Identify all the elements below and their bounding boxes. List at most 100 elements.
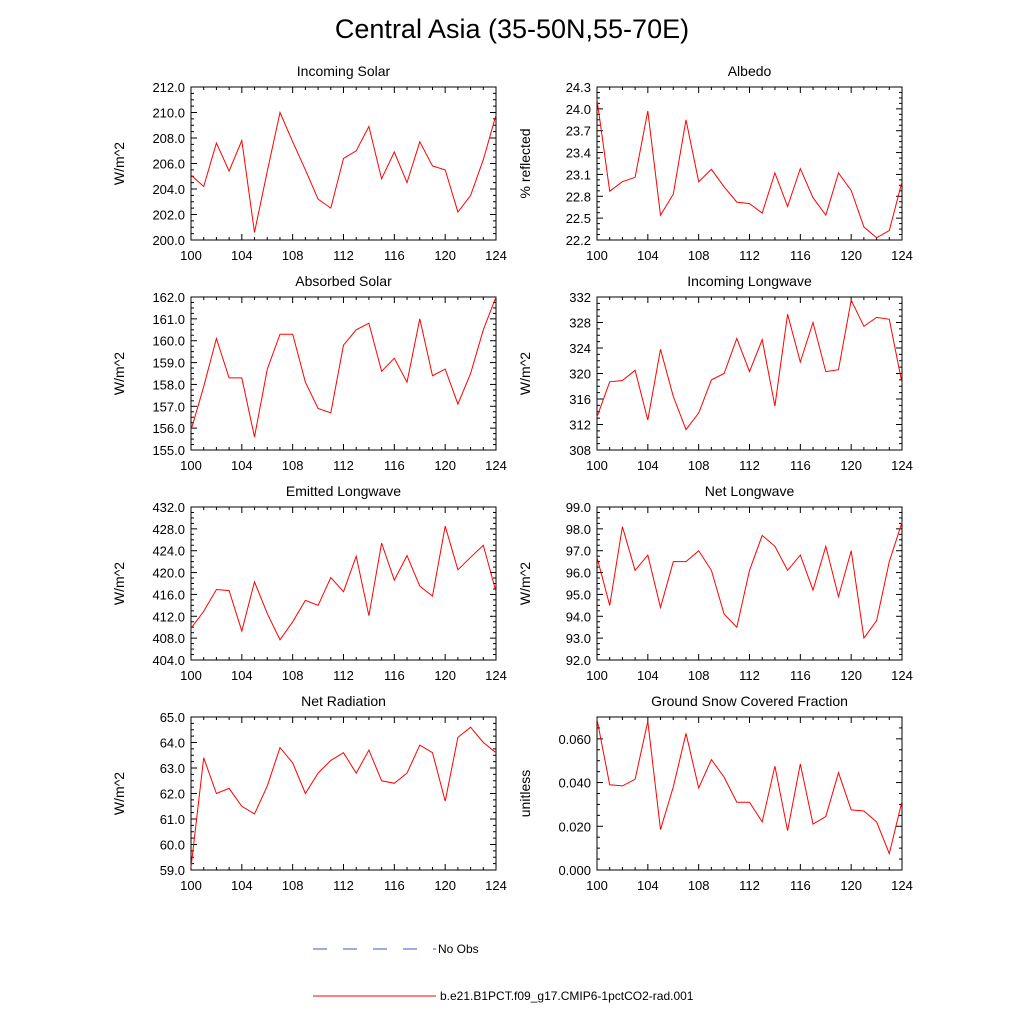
- x-tick-label: 108: [688, 248, 710, 263]
- y-tick-label: 424.0: [152, 544, 185, 559]
- series-line: [596, 298, 903, 431]
- y-tick-label: 62.0: [160, 787, 185, 802]
- x-tick-label: 124: [485, 668, 507, 683]
- y-tick-label: 161.0: [152, 312, 185, 327]
- x-tick-label: 124: [891, 458, 913, 473]
- panel-emitted-longwave: Emitted Longwave W/m^2 100 104 108 112 116 120 1…: [111, 483, 507, 683]
- x-tick-label: 104: [231, 878, 253, 893]
- y-tick-label: 60.0: [160, 838, 185, 853]
- y-tick-label: 24.3: [566, 80, 591, 95]
- panel-title: Net Radiation: [301, 693, 386, 709]
- y-axis-label: W/m^2: [111, 142, 127, 185]
- panel-title: Albedo: [728, 63, 772, 79]
- x-tick-label: 100: [586, 878, 608, 893]
- y-tick-label: 404.0: [152, 653, 185, 668]
- x-tick-label: 104: [637, 878, 659, 893]
- y-tick-label: 158.0: [152, 377, 185, 392]
- y-tick-label: 22.2: [566, 233, 591, 248]
- panel-absorbed-solar: Absorbed Solar W/m^2 100 104 108 112 116 120 124…: [111, 273, 507, 473]
- x-tick-label: 108: [688, 458, 710, 473]
- panel-ground-snow-covered-fraction: Ground Snow Covered Fraction unitless 100 1…: [517, 693, 913, 893]
- panel-title: Emitted Longwave: [286, 483, 401, 499]
- y-tick-label: 61.0: [160, 812, 185, 827]
- y-tick-label: 0.000: [558, 863, 591, 878]
- y-tick-label: 210.0: [152, 106, 185, 121]
- x-tick-label: 116: [384, 458, 405, 473]
- y-axis-label: W/m^2: [517, 562, 533, 605]
- series-line: [596, 719, 903, 856]
- y-tick-label: 59.0: [160, 863, 185, 878]
- y-tick-label: 332: [569, 290, 591, 305]
- x-tick-label: 120: [840, 668, 862, 683]
- x-tick-label: 120: [434, 248, 456, 263]
- y-tick-label: 156.0: [152, 421, 185, 436]
- x-tick-label: 116: [384, 668, 405, 683]
- x-tick-label: 104: [231, 668, 253, 683]
- y-tick-label: 0.040: [558, 776, 591, 791]
- x-tick-label: 112: [333, 878, 354, 893]
- y-tick-label: 97.0: [566, 544, 591, 559]
- panel-net-radiation: Net Radiation W/m^2 100 104 108 112 116 120 124 5…: [111, 693, 507, 893]
- x-tick-label: 124: [891, 248, 913, 263]
- y-tick-label: 204.0: [152, 182, 185, 197]
- x-tick-label: 120: [434, 668, 456, 683]
- series-line: [190, 296, 497, 438]
- x-tick-label: 116: [790, 458, 811, 473]
- y-tick-label: 316: [569, 392, 591, 407]
- x-tick-label: 116: [384, 878, 405, 893]
- y-tick-label: 206.0: [152, 157, 185, 172]
- x-tick-label: 108: [282, 248, 304, 263]
- panel-title: Ground Snow Covered Fraction: [651, 693, 848, 709]
- x-tick-label: 112: [333, 668, 354, 683]
- y-tick-label: 160.0: [152, 334, 185, 349]
- y-tick-label: 159.0: [152, 356, 185, 371]
- plot-frame: [190, 506, 497, 661]
- panel-net-longwave: Net Longwave W/m^2 100 104 108 112 116 120 124 92…: [517, 483, 913, 683]
- x-tick-label: 100: [180, 668, 202, 683]
- panel-incoming-longwave: Incoming Longwave W/m^2 100 104 108 112 116 120…: [517, 273, 913, 473]
- series-line: [190, 726, 497, 868]
- y-tick-label: 93.0: [566, 631, 591, 646]
- y-axis-label: W/m^2: [111, 352, 127, 395]
- x-tick-label: 100: [180, 248, 202, 263]
- x-tick-label: 112: [739, 248, 760, 263]
- y-axis-label: % reflected: [517, 128, 533, 198]
- y-tick-label: 416.0: [152, 587, 185, 602]
- y-tick-label: 24.0: [566, 102, 591, 117]
- legend-label-model: b.e21.B1PCT.f09_g17.CMIP6-1pctCO2-rad.00…: [440, 989, 694, 1003]
- y-tick-label: 162.0: [152, 290, 185, 305]
- x-tick-label: 108: [688, 668, 710, 683]
- x-tick-label: 124: [891, 668, 913, 683]
- y-axis-label: W/m^2: [111, 562, 127, 605]
- y-tick-label: 412.0: [152, 609, 185, 624]
- x-tick-label: 116: [790, 248, 811, 263]
- x-tick-label: 116: [790, 668, 811, 683]
- y-tick-label: 0.060: [558, 732, 591, 747]
- y-axis-label: unitless: [517, 770, 533, 817]
- y-tick-label: 96.0: [566, 566, 591, 581]
- y-axis-label: W/m^2: [111, 772, 127, 815]
- x-tick-label: 104: [231, 248, 253, 263]
- x-tick-label: 112: [333, 458, 354, 473]
- x-tick-label: 108: [688, 878, 710, 893]
- x-tick-label: 100: [586, 668, 608, 683]
- y-tick-label: 308: [569, 443, 591, 458]
- x-tick-label: 124: [891, 878, 913, 893]
- x-tick-label: 120: [840, 248, 862, 263]
- y-tick-label: 408.0: [152, 631, 185, 646]
- plot-frame: [190, 86, 497, 241]
- series-line: [596, 99, 903, 239]
- x-tick-label: 100: [180, 878, 202, 893]
- legend-label-no-obs: No Obs: [438, 942, 479, 956]
- x-tick-label: 100: [586, 248, 608, 263]
- y-tick-label: 208.0: [152, 131, 185, 146]
- panel-incoming-solar: Incoming Solar W/m^2 100 104 108 112 116 120 124…: [111, 63, 507, 263]
- y-tick-label: 157.0: [152, 399, 185, 414]
- x-tick-label: 104: [231, 458, 253, 473]
- y-tick-label: 200.0: [152, 233, 185, 248]
- x-tick-label: 100: [180, 458, 202, 473]
- x-tick-label: 124: [485, 248, 507, 263]
- plot-frame: [596, 716, 903, 871]
- y-tick-label: 0.020: [558, 819, 591, 834]
- x-tick-label: 112: [333, 248, 354, 263]
